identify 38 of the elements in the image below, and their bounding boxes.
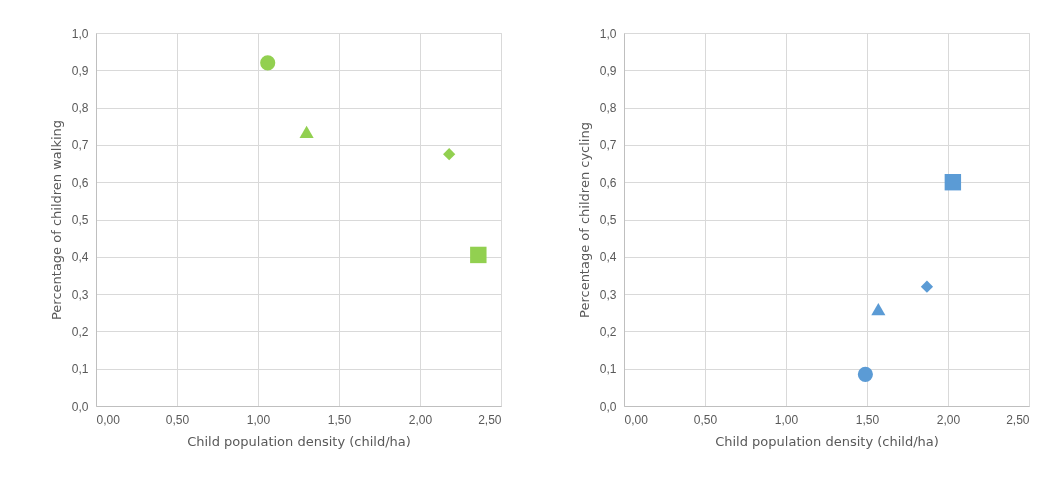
y-axis-title: Percentage of children cycling xyxy=(576,122,592,318)
y-tick-label: 0,8 xyxy=(599,101,617,116)
x-tick-label: 1,00 xyxy=(774,412,799,427)
x-axis-title: Child population density (child/ha) xyxy=(715,433,939,449)
y-tick-label: 0,5 xyxy=(71,213,89,227)
y-tick-label: 0,2 xyxy=(599,324,617,339)
y-tick-label: 0,9 xyxy=(599,63,617,78)
x-tick-label: 1,00 xyxy=(246,412,271,427)
y-tick-label: 0,5 xyxy=(599,213,617,227)
y-tick-label: 0,0 xyxy=(599,399,617,414)
x-tick-label: 2,50 xyxy=(1006,412,1030,427)
x-tick-label: 2,00 xyxy=(408,412,433,427)
x-tick-label: 2,50 xyxy=(478,412,502,427)
y-tick-label: 0,3 xyxy=(71,287,89,302)
y-tick-label: 1,0 xyxy=(71,26,89,41)
y-tick-label: 0,4 xyxy=(71,250,89,265)
y-tick-label: 0,7 xyxy=(71,138,89,153)
x-tick-label: 0,00 xyxy=(96,412,121,427)
y-tick-label: 0,6 xyxy=(71,175,89,190)
y-tick-label: 0,1 xyxy=(599,362,617,377)
y-tick-label: 1,0 xyxy=(599,26,617,41)
y-tick-label: 0,4 xyxy=(599,250,617,265)
y-tick-label: 0,8 xyxy=(71,101,89,116)
y-tick-label: 0,3 xyxy=(599,287,617,302)
y-tick-label: 0,9 xyxy=(71,63,89,78)
y-tick-label: 0,7 xyxy=(599,138,617,153)
y-tick-label: 0,2 xyxy=(71,324,89,339)
x-tick-label: 1,50 xyxy=(327,412,352,427)
x-axis-title: Child population density (child/ha) xyxy=(187,433,411,449)
y-tick-label: 0,1 xyxy=(71,362,89,377)
y-tick-label: 0,6 xyxy=(599,175,617,190)
x-tick-label: 0,00 xyxy=(624,412,649,427)
x-tick-label: 2,00 xyxy=(936,412,961,427)
x-tick-label: 0,50 xyxy=(165,412,190,427)
y-tick-label: 0,0 xyxy=(71,399,89,414)
x-tick-label: 0,50 xyxy=(693,412,718,427)
y-axis-title: Percentage of children walking xyxy=(48,119,64,321)
x-tick-label: 1,50 xyxy=(855,412,880,427)
